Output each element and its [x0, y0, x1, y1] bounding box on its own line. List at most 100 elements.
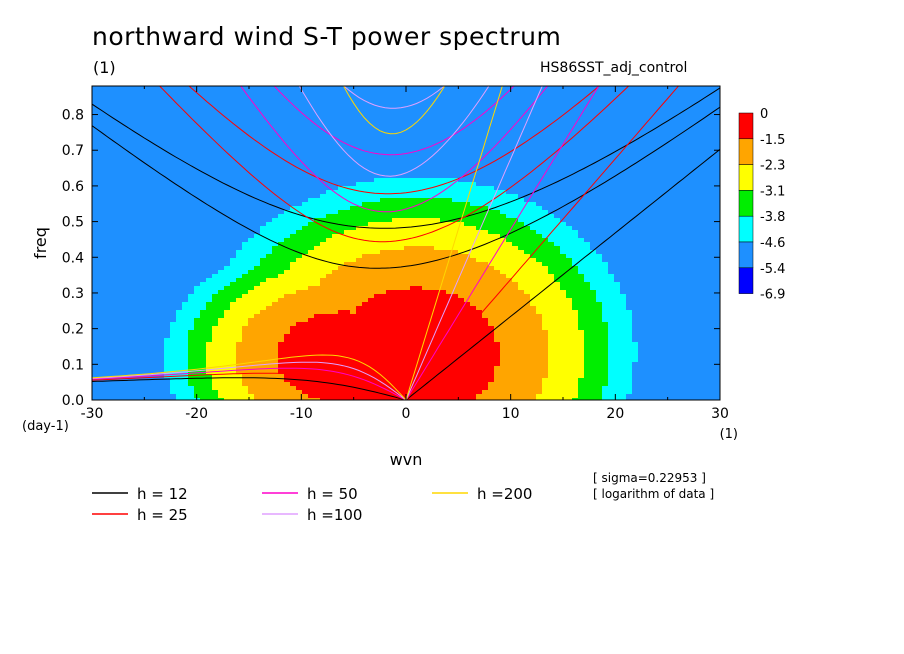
field-cell — [104, 310, 111, 315]
field-cell — [134, 198, 141, 203]
field-cell — [344, 118, 351, 123]
field-cell — [122, 318, 129, 323]
field-cell — [122, 182, 129, 187]
field-cell — [98, 314, 105, 319]
field-cell — [386, 338, 393, 343]
field-cell — [434, 146, 441, 151]
field-cell — [194, 366, 201, 371]
field-cell — [392, 94, 399, 99]
field-cell — [164, 282, 171, 287]
field-cell — [290, 314, 297, 319]
field-cell — [344, 318, 351, 323]
field-cell — [188, 302, 195, 307]
field-cell — [158, 106, 165, 111]
field-cell — [386, 110, 393, 115]
field-cell — [212, 366, 219, 371]
field-cell — [290, 274, 297, 279]
field-cell — [392, 98, 399, 103]
field-cell — [158, 158, 165, 163]
field-cell — [164, 274, 171, 279]
field-cell — [392, 90, 399, 95]
field-cell — [230, 350, 237, 355]
field-cell — [236, 150, 243, 155]
field-cell — [392, 330, 399, 335]
field-cell — [170, 166, 177, 171]
field-cell — [206, 122, 213, 127]
field-cell — [182, 274, 189, 279]
field-cell — [260, 386, 267, 391]
field-cell — [338, 394, 345, 399]
field-cell — [392, 122, 399, 127]
field-cell — [452, 302, 459, 307]
field-cell — [344, 290, 351, 295]
field-cell — [428, 110, 435, 115]
field-cell — [170, 162, 177, 167]
field-cell — [332, 350, 339, 355]
field-cell — [362, 386, 369, 391]
field-cell — [374, 166, 381, 171]
field-cell — [176, 154, 183, 159]
field-cell — [314, 366, 321, 371]
field-cell — [386, 242, 393, 247]
field-cell — [98, 302, 105, 307]
field-cell — [332, 142, 339, 147]
field-cell — [356, 102, 363, 107]
field-cell — [116, 130, 123, 135]
field-cell — [254, 386, 261, 391]
field-cell — [338, 362, 345, 367]
field-cell — [110, 234, 117, 239]
field-cell — [434, 170, 441, 175]
field-cell — [194, 130, 201, 135]
field-cell — [332, 86, 339, 91]
field-cell — [218, 374, 225, 379]
field-cell — [98, 102, 105, 107]
field-cell — [182, 162, 189, 167]
field-cell — [422, 394, 429, 399]
field-cell — [320, 306, 327, 311]
field-cell — [332, 130, 339, 135]
field-cell — [110, 178, 117, 183]
field-cell — [260, 358, 267, 363]
field-cell — [356, 322, 363, 327]
field-cell — [152, 122, 159, 127]
field-cell — [182, 198, 189, 203]
field-cell — [398, 298, 405, 303]
field-cell — [398, 362, 405, 367]
field-cell — [326, 370, 333, 375]
field-cell — [92, 322, 99, 327]
field-cell — [248, 126, 255, 131]
field-cell — [266, 238, 273, 243]
field-cell — [446, 386, 453, 391]
field-cell — [248, 134, 255, 139]
field-cell — [374, 102, 381, 107]
field-cell — [128, 366, 135, 371]
field-cell — [296, 146, 303, 151]
field-cell — [194, 154, 201, 159]
field-cell — [242, 302, 249, 307]
field-cell — [404, 138, 411, 143]
field-cell — [464, 134, 471, 139]
field-cell — [290, 102, 297, 107]
field-cell — [440, 118, 447, 123]
field-cell — [356, 138, 363, 143]
field-cell — [206, 286, 213, 291]
field-cell — [140, 370, 147, 375]
field-cell — [446, 338, 453, 343]
field-cell — [374, 210, 381, 215]
field-cell — [110, 94, 117, 99]
field-cell — [446, 342, 453, 347]
field-cell — [374, 230, 381, 235]
field-cell — [410, 182, 417, 187]
field-cell — [404, 314, 411, 319]
field-cell — [224, 382, 231, 387]
field-cell — [164, 242, 171, 247]
field-cell — [206, 390, 213, 395]
field-cell — [152, 110, 159, 115]
field-cell — [326, 170, 333, 175]
field-cell — [278, 114, 285, 119]
field-cell — [116, 162, 123, 167]
field-cell — [152, 158, 159, 163]
field-cell — [254, 334, 261, 339]
field-cell — [170, 190, 177, 195]
field-cell — [380, 294, 387, 299]
